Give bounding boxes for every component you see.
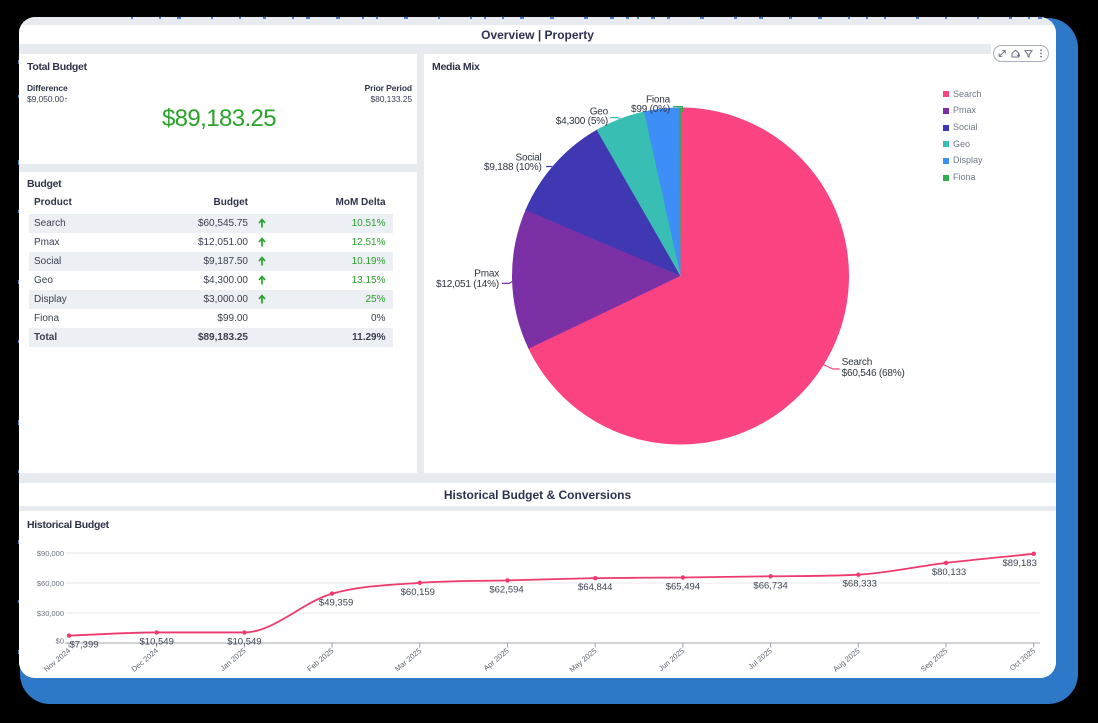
svg-text:$80,133: $80,133 <box>932 567 966 578</box>
svg-text:$62,594: $62,594 <box>489 584 523 595</box>
svg-text:$60,546 (68%): $60,546 (68%) <box>842 368 905 379</box>
svg-text:Pmax: Pmax <box>474 269 499 280</box>
svg-text:$4,300 (5%): $4,300 (5%) <box>556 116 608 127</box>
svg-text:$7,399: $7,399 <box>69 640 98 651</box>
svg-text:Geo: Geo <box>590 107 609 118</box>
svg-text:Fiona: Fiona <box>646 95 671 106</box>
svg-text:$90,000: $90,000 <box>37 549 64 558</box>
svg-text:Jul 2025: Jul 2025 <box>746 646 774 671</box>
svg-text:$49,359: $49,359 <box>319 598 353 609</box>
svg-text:$10,549: $10,549 <box>227 637 261 648</box>
svg-text:$60,159: $60,159 <box>401 587 435 598</box>
svg-text:Jun 2025: Jun 2025 <box>657 646 686 673</box>
svg-text:$68,333: $68,333 <box>843 579 877 590</box>
svg-text:$99 (0%): $99 (0%) <box>631 104 670 115</box>
svg-text:Apr 2025: Apr 2025 <box>482 646 511 672</box>
svg-text:Nov 2024: Nov 2024 <box>42 646 72 674</box>
svg-text:$60,000: $60,000 <box>37 579 64 588</box>
svg-text:Social: Social <box>516 152 542 163</box>
svg-text:Sep 2025: Sep 2025 <box>919 646 949 674</box>
svg-text:May 2025: May 2025 <box>567 646 598 674</box>
svg-text:$12,051 (14%): $12,051 (14%) <box>436 279 499 290</box>
svg-text:Dec 2024: Dec 2024 <box>130 646 160 674</box>
svg-text:$30,000: $30,000 <box>37 609 64 618</box>
svg-text:Feb 2025: Feb 2025 <box>305 646 335 673</box>
svg-text:Oct 2025: Oct 2025 <box>1008 646 1037 672</box>
svg-text:$9,188 (10%): $9,188 (10%) <box>484 162 542 173</box>
svg-text:Mar 2025: Mar 2025 <box>393 646 423 673</box>
svg-text:Search: Search <box>842 357 873 368</box>
svg-text:Jan 2025: Jan 2025 <box>218 646 247 673</box>
svg-text:$65,494: $65,494 <box>666 582 700 593</box>
svg-text:Aug 2025: Aug 2025 <box>831 646 861 674</box>
svg-text:$0: $0 <box>56 636 64 645</box>
svg-text:$64,844: $64,844 <box>578 582 612 593</box>
svg-text:$10,549: $10,549 <box>140 637 174 648</box>
svg-text:$66,734: $66,734 <box>753 580 787 591</box>
svg-text:$89,183: $89,183 <box>1003 558 1037 569</box>
